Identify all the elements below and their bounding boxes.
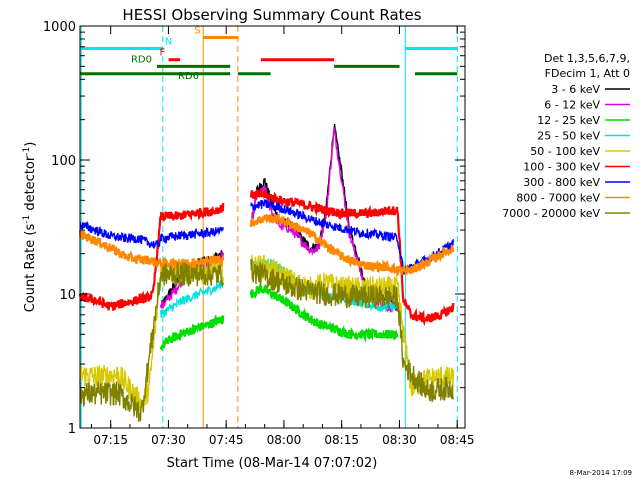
x-tick-label-0: 07:15: [93, 433, 128, 447]
legend-label-3: 25 - 50 keV: [537, 130, 600, 143]
legend-header-line-1: Det 1,3,5,6,7,9,: [544, 52, 630, 65]
legend-label-6: 300 - 800 keV: [523, 176, 600, 189]
x-tick-label-6: 08:45: [440, 433, 475, 447]
chart-title: HESSI Observing Summary Count Rates: [122, 6, 421, 24]
legend-label-7: 800 - 7000 keV: [516, 192, 600, 205]
plot-frame: [79, 25, 466, 429]
y-tick-label-2: 100: [51, 154, 76, 169]
y-axis: 1 10 100 1000: [43, 20, 465, 437]
flag-label-f: F: [160, 48, 166, 59]
plot-area: NF S RD0 RD6: [78, 26, 458, 428]
flag-label-rd6: RD6: [178, 71, 199, 82]
x-tick-label-5: 08:30: [382, 433, 417, 447]
series-line-2: [159, 282, 399, 351]
footer-date: 8-Mar-2014 17:09: [570, 469, 632, 477]
flag-label-rd0: RD0: [131, 54, 152, 65]
y-tick-label-1: 10: [59, 288, 76, 303]
x-tick-label-4: 08:15: [324, 433, 359, 447]
legend: Det 1,3,5,6,7,9, FDecim 1, Att 0 3 - 6 k…: [502, 52, 630, 220]
y-tick-label-3: 1000: [43, 20, 76, 35]
y-axis-label: Count Rate (s-1 detector-1): [22, 142, 38, 313]
x-tick-label-3: 08:00: [267, 433, 302, 447]
series-line-7: [78, 213, 455, 278]
series-line-5: [78, 188, 455, 327]
legend-label-2: 12 - 25 keV: [537, 114, 600, 127]
legend-label-5: 100 - 300 keV: [523, 161, 600, 174]
legend-label-4: 50 - 100 keV: [530, 145, 600, 158]
series-line-8: [79, 259, 454, 422]
x-axis: 07:15 07:30 07:45 08:00 08:15 08:30 08:45: [90, 26, 475, 447]
legend-header-line-2: FDecim 1, Att 0: [545, 67, 630, 80]
flag-label-n: N: [165, 36, 172, 47]
x-tick-label-1: 07:30: [151, 433, 186, 447]
legend-label-1: 6 - 12 keV: [544, 99, 600, 112]
x-tick-label-2: 07:45: [209, 433, 244, 447]
x-axis-label: Start Time (08-Mar-14 07:07:02): [167, 456, 378, 471]
flag-label-s: S: [194, 26, 200, 37]
y-tick-label-0: 1: [68, 422, 76, 437]
legend-label-0: 3 - 6 keV: [551, 83, 600, 96]
legend-label-8: 7000 - 20000 keV: [502, 207, 600, 220]
